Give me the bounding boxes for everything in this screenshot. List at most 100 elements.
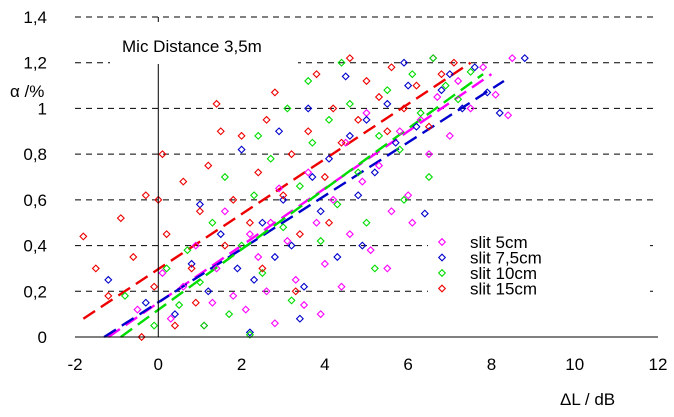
data-point bbox=[175, 300, 184, 310]
data-point bbox=[454, 76, 463, 86]
data-point bbox=[345, 131, 354, 140]
data-point bbox=[258, 218, 267, 227]
data-point bbox=[412, 122, 421, 131]
data-point bbox=[229, 195, 238, 204]
data-point bbox=[141, 298, 150, 307]
data-point bbox=[345, 230, 354, 239]
data-point bbox=[433, 92, 442, 102]
data-point bbox=[216, 230, 225, 239]
data-point bbox=[279, 195, 288, 204]
data-point bbox=[283, 104, 292, 113]
data-point bbox=[354, 168, 363, 177]
data-point bbox=[395, 145, 404, 154]
data-point bbox=[116, 214, 125, 223]
data-point bbox=[262, 115, 271, 124]
data-point bbox=[304, 168, 313, 177]
data-point bbox=[337, 58, 346, 67]
data-point bbox=[383, 264, 392, 273]
trend-line bbox=[103, 79, 505, 339]
data-point bbox=[424, 172, 434, 182]
data-point bbox=[216, 127, 225, 136]
data-point bbox=[291, 287, 300, 296]
data-point bbox=[424, 150, 434, 159]
data-point bbox=[362, 218, 371, 227]
data-point bbox=[495, 108, 504, 118]
data-point bbox=[458, 104, 467, 113]
data-point bbox=[466, 67, 475, 76]
data-point bbox=[354, 191, 363, 200]
y-tick-label: 0,4 bbox=[23, 237, 47, 256]
data-point bbox=[270, 88, 279, 97]
trend-line bbox=[107, 73, 493, 338]
data-point bbox=[370, 168, 379, 177]
data-point bbox=[183, 246, 192, 255]
data-point bbox=[187, 259, 196, 268]
data-point bbox=[287, 150, 296, 159]
data-point bbox=[429, 54, 438, 63]
data-point bbox=[270, 252, 279, 262]
data-point bbox=[420, 209, 429, 218]
data-point bbox=[304, 104, 313, 113]
data-point bbox=[329, 195, 338, 204]
data-point bbox=[449, 58, 459, 67]
data-point bbox=[320, 172, 329, 182]
x-tick-label: 2 bbox=[237, 355, 246, 374]
axis-layer: -2 0 2 4 6 8 10 12 0 0,2 0,4 0,6 0,8 1 1,2 1,4 bbox=[23, 8, 667, 374]
data-point bbox=[204, 161, 213, 170]
data-point bbox=[262, 287, 271, 296]
data-point bbox=[387, 207, 396, 216]
data-point bbox=[200, 321, 209, 330]
legend-label: slit 10cm bbox=[470, 264, 537, 283]
data-point bbox=[279, 191, 288, 200]
data-point bbox=[391, 138, 400, 147]
data-point bbox=[345, 99, 354, 108]
data-point bbox=[308, 172, 317, 182]
y-tick-label: 0 bbox=[38, 328, 47, 347]
data-point bbox=[258, 268, 267, 278]
x-tick-label: 10 bbox=[565, 355, 584, 374]
data-point bbox=[370, 264, 379, 273]
data-point bbox=[479, 63, 488, 72]
data-point bbox=[104, 275, 113, 284]
data-point bbox=[191, 298, 200, 307]
y-tick-label: 1 bbox=[38, 99, 47, 118]
data-point bbox=[245, 230, 254, 239]
x-tick-label: 8 bbox=[487, 355, 496, 374]
chart-annotation: Mic Distance 3,5m bbox=[122, 37, 262, 56]
data-point bbox=[208, 218, 217, 227]
data-point bbox=[329, 104, 338, 113]
data-point bbox=[316, 310, 325, 319]
data-point bbox=[316, 207, 325, 216]
data-point bbox=[316, 236, 325, 246]
data-point bbox=[483, 88, 492, 97]
data-point bbox=[195, 278, 205, 287]
points-layer bbox=[79, 54, 529, 342]
legend-marker bbox=[437, 268, 447, 278]
data-point bbox=[270, 319, 279, 328]
data-point bbox=[195, 200, 205, 209]
data-point bbox=[404, 81, 413, 90]
data-point bbox=[429, 54, 438, 63]
data-point bbox=[295, 230, 304, 239]
data-point bbox=[254, 252, 263, 262]
data-point bbox=[249, 191, 259, 200]
trend-line bbox=[82, 61, 472, 320]
data-point bbox=[229, 291, 238, 300]
data-point bbox=[237, 131, 246, 140]
data-point bbox=[129, 252, 138, 262]
data-point bbox=[220, 207, 229, 216]
data-point bbox=[245, 330, 254, 339]
data-point bbox=[295, 182, 304, 191]
data-point bbox=[137, 332, 146, 342]
data-point bbox=[170, 310, 180, 319]
data-point bbox=[204, 287, 213, 296]
data-point bbox=[374, 161, 384, 170]
y-tick-label: 1,2 bbox=[23, 54, 47, 73]
data-point bbox=[195, 207, 205, 216]
legend-marker bbox=[437, 237, 447, 247]
data-point bbox=[399, 58, 409, 67]
data-point bbox=[374, 131, 384, 140]
y-axis-label: α /% bbox=[10, 82, 44, 101]
data-point bbox=[245, 328, 254, 337]
data-point bbox=[299, 300, 309, 310]
